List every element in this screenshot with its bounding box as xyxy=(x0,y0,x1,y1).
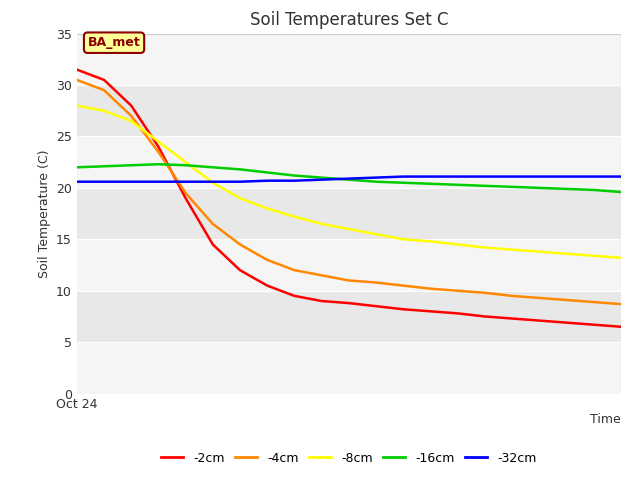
Text: BA_met: BA_met xyxy=(88,36,140,49)
Bar xyxy=(77,85,621,136)
Legend: -2cm, -4cm, -8cm, -16cm, -32cm: -2cm, -4cm, -8cm, -16cm, -32cm xyxy=(156,447,541,469)
Bar xyxy=(77,34,621,85)
Y-axis label: Soil Temperature (C): Soil Temperature (C) xyxy=(38,149,51,278)
Title: Soil Temperatures Set C: Soil Temperatures Set C xyxy=(250,11,448,29)
Bar xyxy=(77,136,621,188)
Bar xyxy=(77,240,621,291)
Bar xyxy=(77,291,621,342)
Text: Time: Time xyxy=(590,413,621,426)
Bar xyxy=(77,188,621,240)
Bar xyxy=(77,342,621,394)
